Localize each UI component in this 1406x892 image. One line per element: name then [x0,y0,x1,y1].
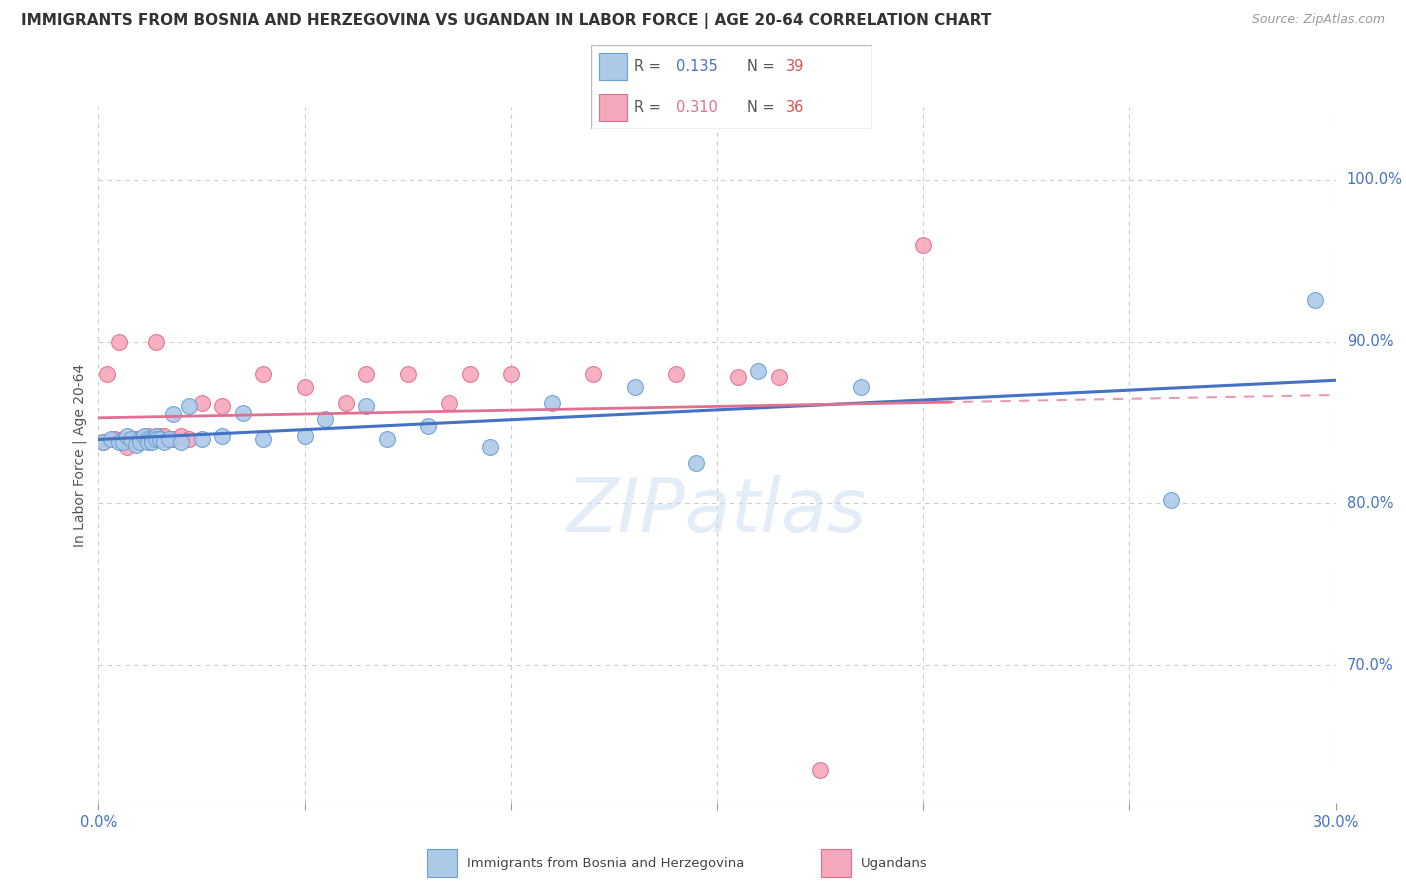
Point [418,418,440,433]
Text: 80.0%: 80.0% [1347,496,1393,511]
Text: 100.0%: 100.0% [1347,172,1403,187]
Point [104,432,127,446]
Point [153,434,176,449]
Point [162,432,184,446]
Point [136,432,159,446]
Point [912,237,935,252]
Point [136,428,159,442]
Point [232,406,254,420]
Point [314,412,336,426]
Point [124,438,146,452]
Point [190,396,212,410]
Point [128,434,150,449]
Point [117,440,139,454]
Point [170,434,193,449]
Point [132,432,155,446]
Point [499,367,522,381]
Point [145,428,167,442]
Point [145,428,167,442]
Point [252,432,274,446]
Point [91,434,114,449]
Point [128,432,150,446]
Point [1160,493,1182,508]
Point [112,432,135,446]
Point [190,432,212,446]
Point [851,380,873,394]
Point [396,367,419,381]
Point [179,400,201,414]
Point [294,428,316,442]
Point [145,432,167,446]
Text: N =: N = [747,59,779,74]
Point [141,432,163,446]
Text: Immigrants from Bosnia and Herzegovina: Immigrants from Bosnia and Herzegovina [467,856,744,870]
Point [479,440,502,454]
Point [375,432,398,446]
Point [149,432,172,446]
Point [124,432,146,446]
Point [211,428,233,442]
Text: ZIPatlas: ZIPatlas [567,475,868,547]
Point [252,367,274,381]
Point [808,764,831,778]
Point [582,367,605,381]
Text: 0.135: 0.135 [676,59,718,74]
Text: 90.0%: 90.0% [1347,334,1393,349]
Point [665,367,688,381]
Point [356,367,378,381]
Point [112,434,135,449]
Point [162,408,184,422]
Point [747,364,769,378]
Point [153,428,176,442]
Point [541,396,564,410]
Point [211,400,233,414]
Point [157,432,180,446]
Point [100,432,122,446]
FancyBboxPatch shape [599,54,627,80]
FancyBboxPatch shape [427,849,457,877]
FancyBboxPatch shape [821,849,851,877]
Text: IMMIGRANTS FROM BOSNIA AND HERZEGOVINA VS UGANDAN IN LABOR FORCE | AGE 20-64 COR: IMMIGRANTS FROM BOSNIA AND HERZEGOVINA V… [21,13,991,29]
Y-axis label: In Labor Force | Age 20-64: In Labor Force | Age 20-64 [73,363,87,547]
Point [108,434,131,449]
Text: 39: 39 [786,59,804,74]
Point [149,428,172,442]
Point [132,428,155,442]
Point [356,400,378,414]
Point [141,434,163,449]
Point [136,434,159,449]
Point [141,432,163,446]
Point [1303,293,1326,307]
Point [108,334,131,349]
Text: N =: N = [747,100,779,115]
Point [145,334,167,349]
Point [437,396,460,410]
Point [120,432,142,446]
Point [294,380,316,394]
Point [170,428,193,442]
Text: R =: R = [634,59,665,74]
Point [117,428,139,442]
Text: R =: R = [634,100,665,115]
Point [120,432,142,446]
Point [128,434,150,449]
Point [96,367,118,381]
Text: 70.0%: 70.0% [1347,657,1393,673]
Text: 0.310: 0.310 [676,100,718,115]
Point [335,396,357,410]
FancyBboxPatch shape [591,45,872,129]
Point [179,432,201,446]
Point [623,380,645,394]
Point [458,367,481,381]
Point [685,456,707,470]
Point [768,370,790,384]
Text: Source: ZipAtlas.com: Source: ZipAtlas.com [1251,13,1385,27]
Text: 36: 36 [786,100,804,115]
Text: Ugandans: Ugandans [860,856,927,870]
Point [727,370,749,384]
Point [128,432,150,446]
Point [91,434,114,449]
FancyBboxPatch shape [599,94,627,120]
